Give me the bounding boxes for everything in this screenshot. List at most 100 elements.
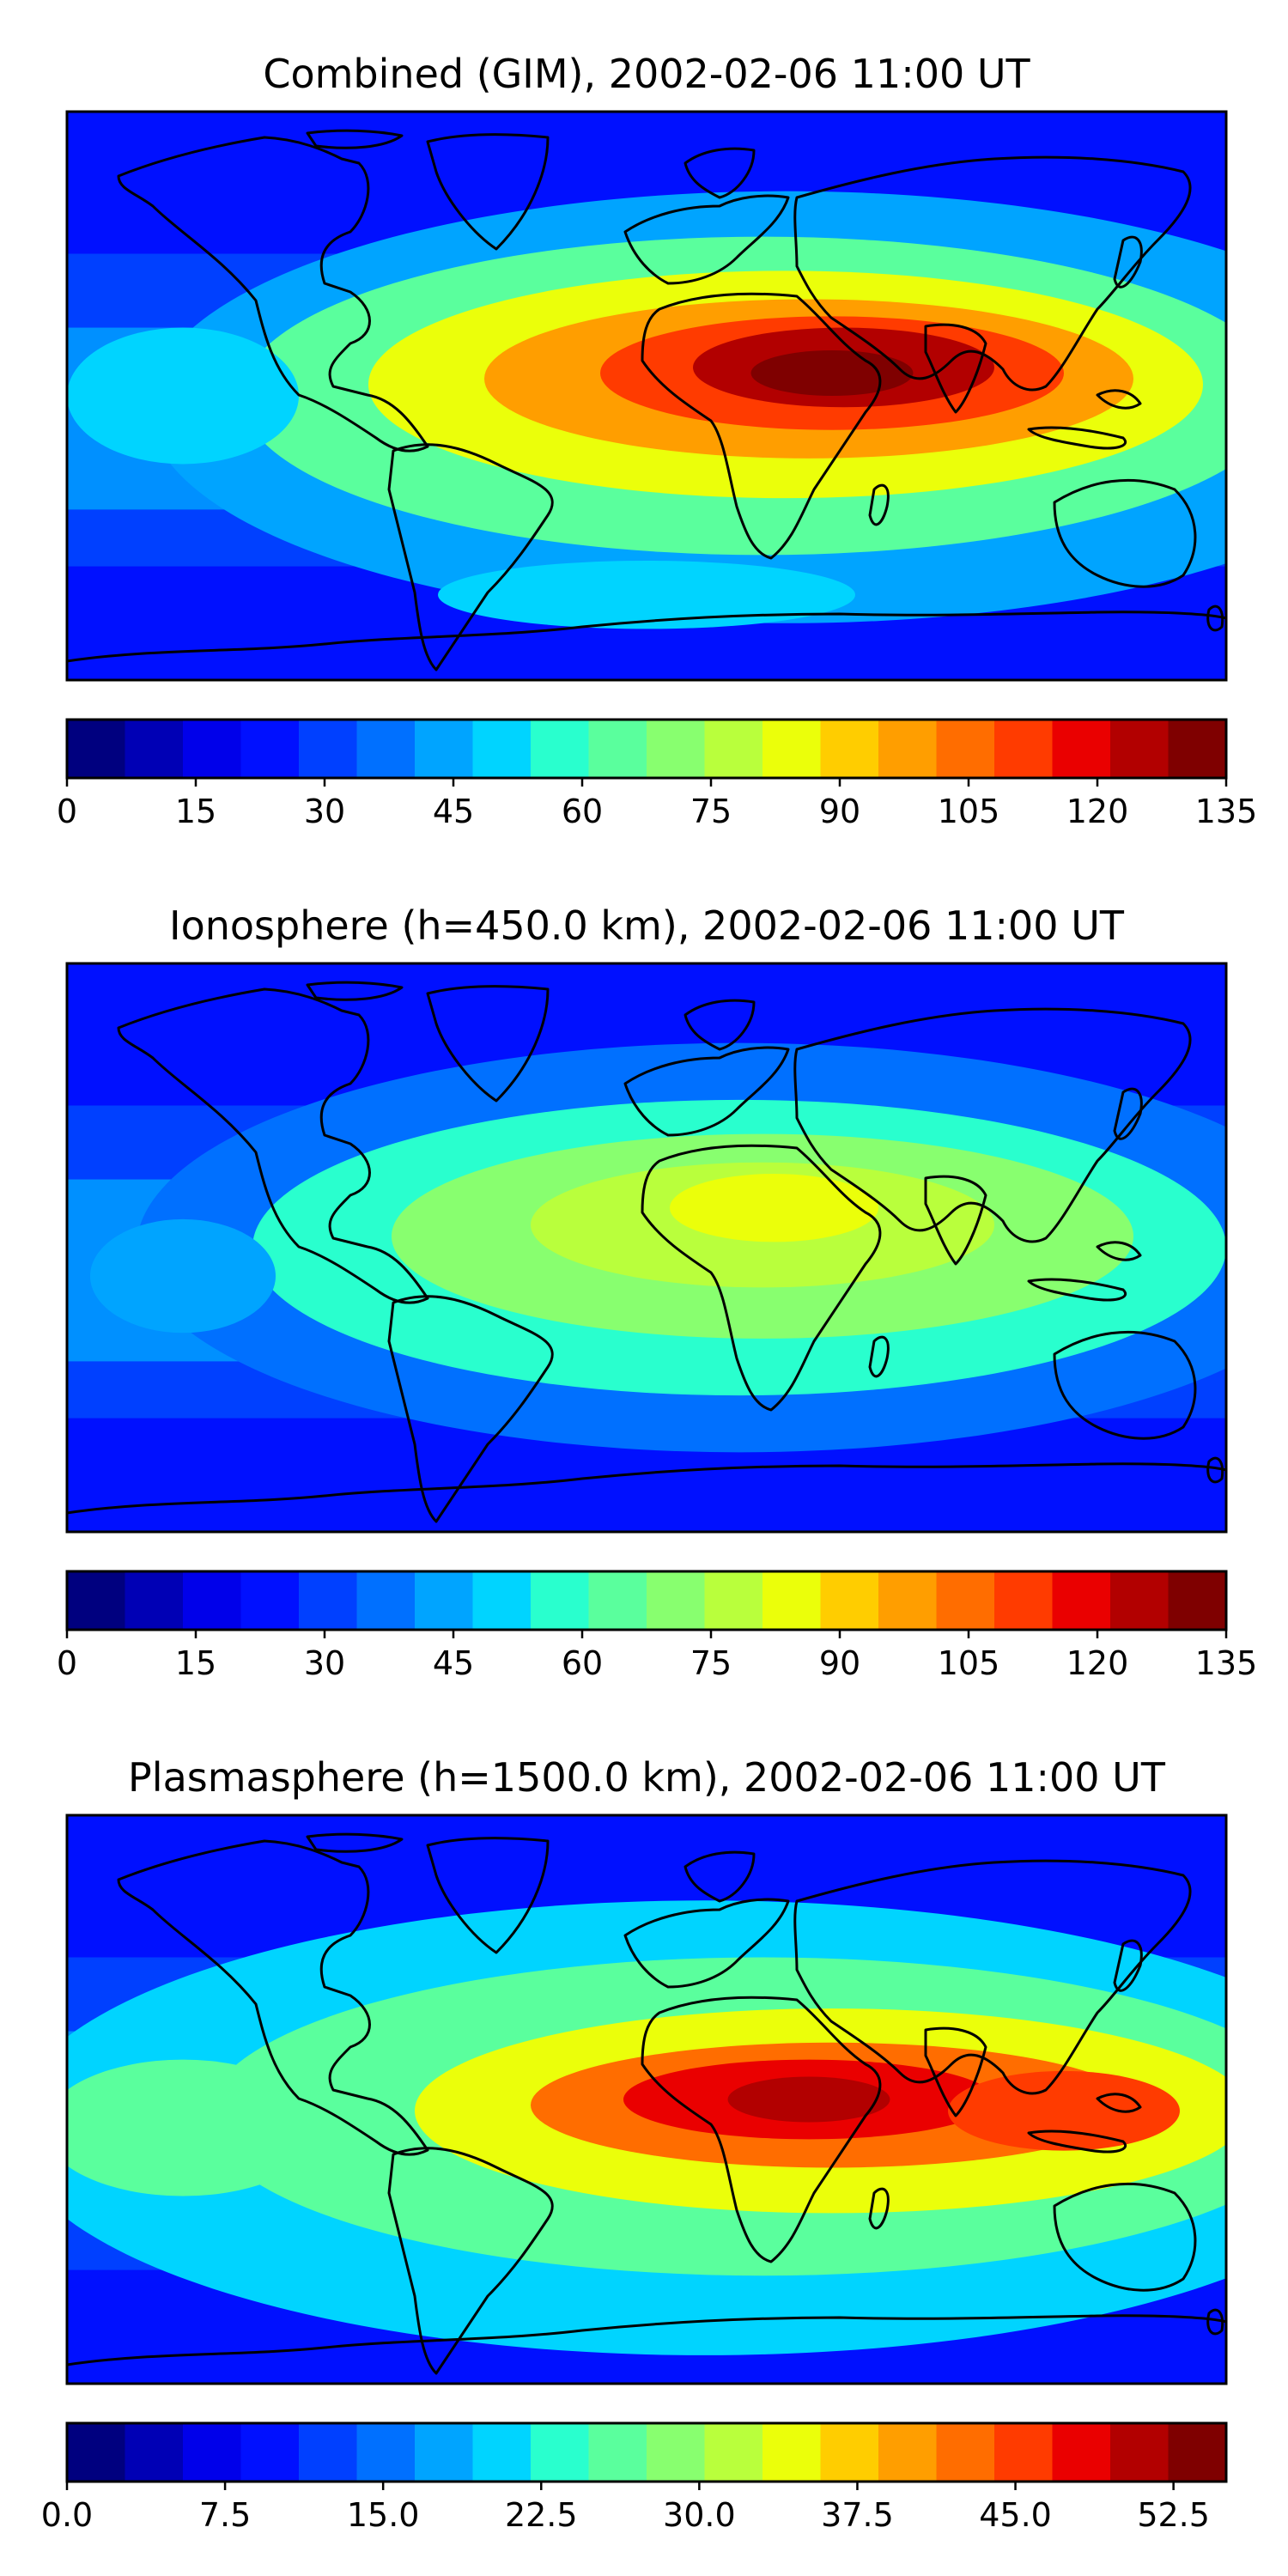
colorbar-segment	[125, 720, 184, 778]
colorbar-segment	[67, 720, 125, 778]
colorbar-segment	[704, 2423, 763, 2482]
colorbar-segment	[878, 2423, 937, 2482]
map-frame	[65, 110, 1228, 682]
colorbar-segment	[1110, 2423, 1169, 2482]
colorbar-segment	[415, 2423, 473, 2482]
map-frame	[65, 1814, 1228, 2385]
colorbar-segment	[183, 720, 241, 778]
colorbar-segment	[299, 1571, 357, 1630]
colorbar-segment	[472, 720, 532, 778]
colorbar-tick-label: 105	[938, 793, 1000, 830]
colorbar-tick-label: 90	[819, 1644, 860, 1682]
colorbar-segment	[183, 1571, 241, 1630]
colorbar-tick-label: 0.0	[41, 2496, 93, 2534]
colorbar-segment	[531, 720, 589, 778]
colorbar-segment	[994, 1571, 1053, 1630]
colorbar: 0.0 7.5 15.0 22.5 30.0 37.5 45.0 52.5	[41, 2421, 1228, 2534]
colorbar-segment	[704, 1571, 763, 1630]
colorbar-segment	[67, 1571, 125, 1630]
colorbar-segment	[531, 2423, 589, 2482]
colorbar-segment	[936, 1571, 995, 1630]
colorbar-tick-label: 22.5	[505, 2496, 578, 2534]
colorbar-segment	[299, 720, 357, 778]
colorbar-segment	[415, 1571, 473, 1630]
colorbar-segment	[588, 720, 647, 778]
colorbar-segment	[240, 720, 300, 778]
colorbar-segment	[878, 720, 937, 778]
colorbar-tick-label: 15	[175, 793, 216, 830]
colorbar-segment	[472, 1571, 532, 1630]
colorbar-segment	[588, 1571, 647, 1630]
panel-title: Plasmasphere (h=1500.0 km), 2002-02-06 1…	[128, 1754, 1166, 1801]
tec-map	[67, 963, 1226, 1532]
colorbar-segment	[994, 720, 1053, 778]
colorbar-segment	[762, 1571, 821, 1630]
colorbar-tick-label: 37.5	[821, 2496, 894, 2534]
tec-map	[67, 1815, 1226, 2384]
colorbar-segment	[1110, 1571, 1169, 1630]
colorbar-tick-label: 135	[1195, 1644, 1258, 1682]
colorbar-segment	[125, 1571, 184, 1630]
colorbar-segment	[125, 2423, 184, 2482]
colorbar-tick-label: 135	[1195, 793, 1258, 830]
colorbar-tick-label: 60	[562, 1644, 603, 1682]
colorbar-segment	[1052, 1571, 1111, 1630]
colorbar-tick-label: 15	[175, 1644, 216, 1682]
colorbar-frame	[65, 718, 1228, 780]
colorbar-segment	[704, 720, 763, 778]
colorbar-segment	[1168, 720, 1227, 778]
colorbar: 0 15 30 45 60 75 90 105 120 135	[57, 718, 1258, 830]
colorbar-tick-label: 0	[57, 1644, 77, 1682]
colorbar: 0 15 30 45 60 75 90 105 120 135	[57, 1570, 1258, 1682]
colorbar-tick-label: 75	[690, 793, 732, 830]
colorbar-segment	[820, 2423, 879, 2482]
colorbar-segment	[588, 2423, 647, 2482]
map-panel-3: Plasmasphere (h=1500.0 km), 2002-02-06 1…	[41, 1754, 1228, 2534]
colorbar-segment	[67, 2423, 125, 2482]
colorbar-segment	[1110, 720, 1169, 778]
colorbar-segment	[762, 720, 821, 778]
colorbar-tick-label: 52.5	[1137, 2496, 1210, 2534]
map-frame	[65, 962, 1228, 1534]
panel-title: Ionosphere (h=450.0 km), 2002-02-06 11:0…	[169, 902, 1125, 949]
colorbar-segment	[299, 2423, 357, 2482]
map-panel-1: Combined (GIM), 2002-02-06 11:00 UT 0 15 30…	[57, 51, 1258, 830]
colorbar-tick-label: 45	[433, 1644, 474, 1682]
colorbar-segment	[647, 2423, 705, 2482]
colorbar-segment	[183, 2423, 241, 2482]
colorbar-frame	[65, 1570, 1228, 1631]
colorbar-tick-label: 75	[690, 1644, 732, 1682]
colorbar-segment	[356, 720, 416, 778]
colorbar-segment	[820, 1571, 879, 1630]
colorbar-segment	[1168, 1571, 1227, 1630]
colorbar-segment	[994, 2423, 1053, 2482]
colorbar-frame	[65, 2421, 1228, 2483]
colorbar-tick-label: 45	[433, 793, 474, 830]
colorbar-segment	[240, 1571, 300, 1630]
colorbar-segment	[1052, 2423, 1111, 2482]
colorbar-tick-label: 45.0	[979, 2496, 1052, 2534]
colorbar-segment	[1052, 720, 1111, 778]
colorbar-segment	[1168, 2423, 1227, 2482]
colorbar-tick-label: 30	[304, 793, 345, 830]
colorbar-segment	[472, 2423, 532, 2482]
colorbar-tick-label: 90	[819, 793, 860, 830]
colorbar-segment	[647, 1571, 705, 1630]
colorbar-segment	[531, 1571, 589, 1630]
colorbar-tick-label: 15.0	[347, 2496, 420, 2534]
colorbar-tick-label: 30.0	[663, 2496, 736, 2534]
panel-title: Combined (GIM), 2002-02-06 11:00 UT	[263, 51, 1030, 97]
colorbar-segment	[762, 2423, 821, 2482]
colorbar-tick-label: 30	[304, 1644, 345, 1682]
colorbar-tick-label: 120	[1066, 793, 1129, 830]
colorbar-tick-label: 7.5	[199, 2496, 251, 2534]
colorbar-segment	[647, 720, 705, 778]
tec-map	[67, 112, 1226, 680]
colorbar-segment	[936, 2423, 995, 2482]
colorbar-tick-label: 0	[57, 793, 77, 830]
map-panel-2: Ionosphere (h=450.0 km), 2002-02-06 11:0…	[57, 902, 1258, 1682]
colorbar-segment	[820, 720, 879, 778]
colorbar-segment	[356, 1571, 416, 1630]
